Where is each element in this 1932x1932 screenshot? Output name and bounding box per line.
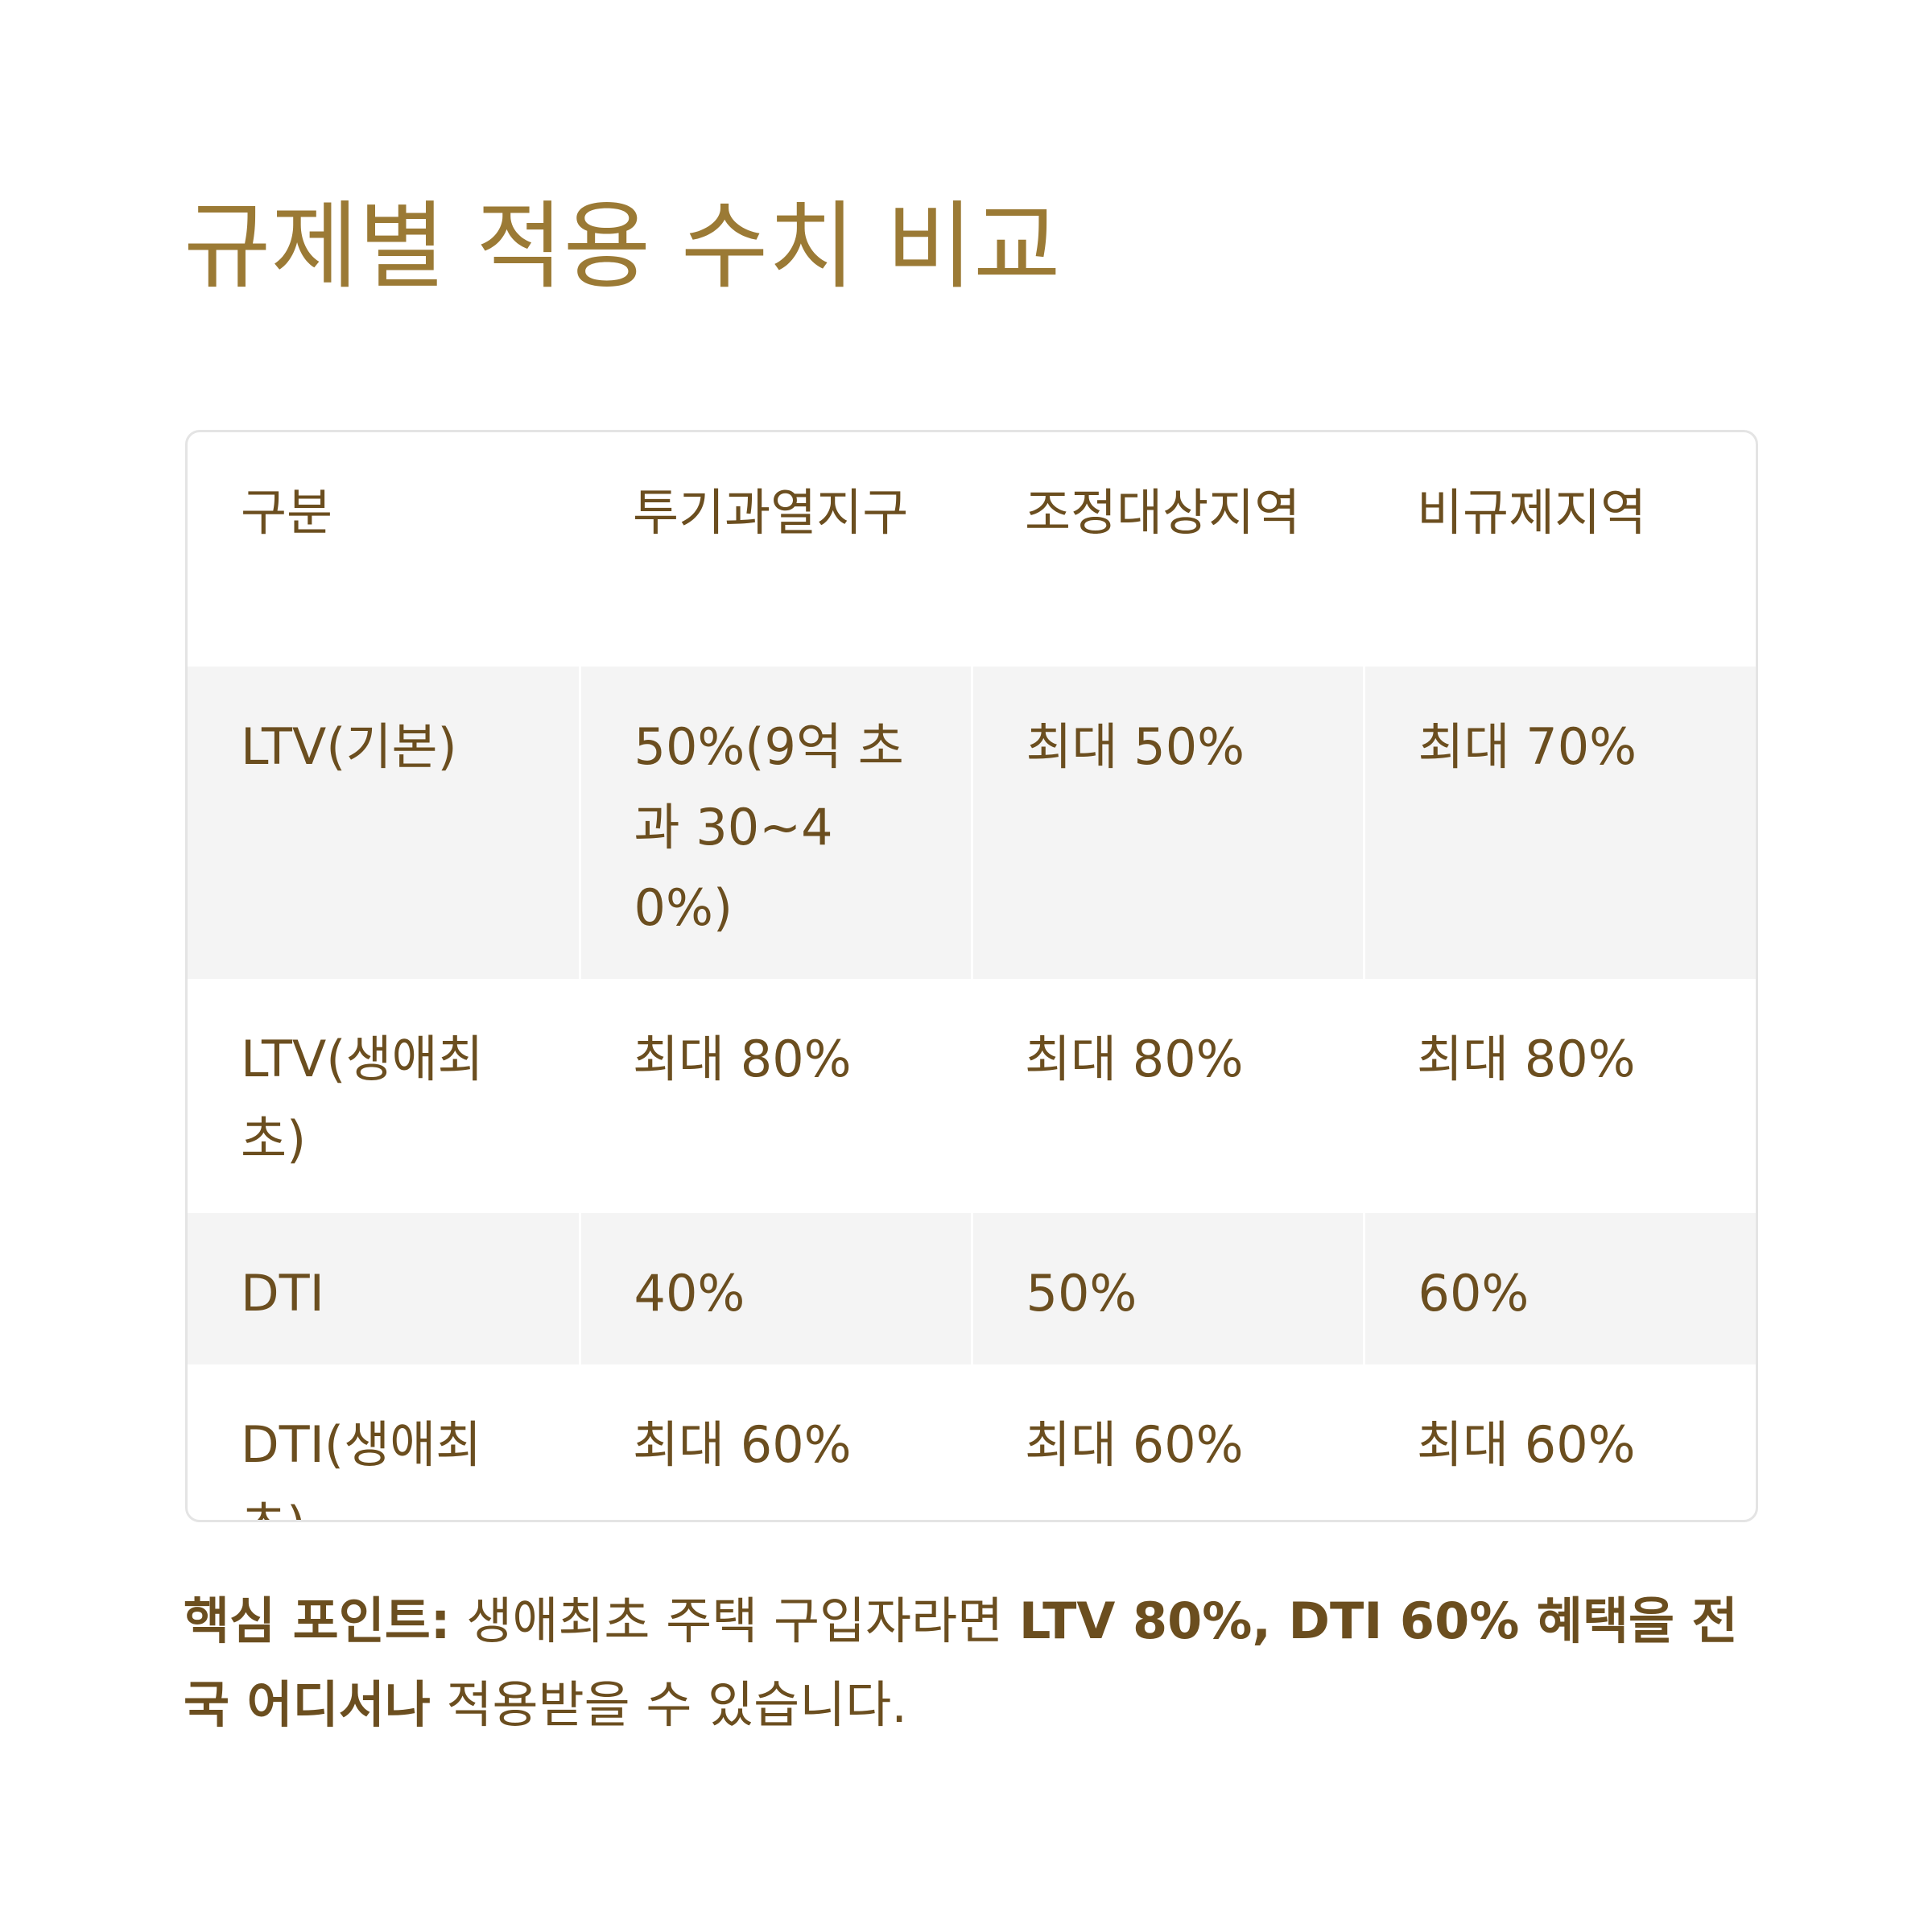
page-title: 규제별 적용 수치 비교 (184, 191, 1061, 302)
comparison-table: 구분 투기과열지구 조정대상지역 비규제지역 LTV(기본) 50%(9억 초과… (188, 432, 1756, 1520)
table-header-row: 구분 투기과열지구 조정대상지역 비규제지역 (188, 432, 1756, 667)
key-point-note: 핵심 포인트: 생애최초 주택 구입자라면 LTV 80%, DTI 60% 혜… (184, 1579, 1761, 1747)
table-cell: 최대 60% (633, 1415, 852, 1474)
comparison-table-container: 구분 투기과열지구 조정대상지역 비규제지역 LTV(기본) 50%(9억 초과… (185, 430, 1758, 1522)
header-non-regulated-area: 비규제지역 (1417, 483, 1647, 542)
note-text-end: 적용받을 수 있습니다. (430, 1675, 908, 1734)
note-highlight: LTV 80%, DTI 60% 혜택을 전국 어디서나 (184, 1591, 1738, 1734)
table-row: LTV(기본) 50%(9억 초과 30~40%) 최대 50% 최대 70% (188, 667, 1756, 979)
header-speculation-overheated-zone: 투기과열지구 (633, 483, 909, 542)
row-label: LTV(기본) (188, 667, 580, 979)
table-row: LTV(생애최초) 최대 80% 최대 80% 최대 80% (188, 979, 1756, 1213)
row-label: DTI (188, 1213, 580, 1364)
row-label: DTI(생애최초) (241, 1415, 482, 1520)
table-cell: 최대 70% (1362, 667, 1756, 979)
table-cell: 최대 80% (1417, 1030, 1636, 1088)
table-cell: 최대 80% (633, 1030, 852, 1088)
row-label: LTV(생애최초) (241, 1030, 484, 1169)
note-text: 생애최초 주택 구입자라면 (450, 1591, 1019, 1650)
header-category: 구분 (241, 483, 333, 542)
table-row: DTI(생애최초) 최대 60% 최대 60% 최대 60% (188, 1364, 1756, 1520)
table-cell: 최대 50% (970, 667, 1364, 979)
table-cell: 최대 60% (1025, 1415, 1244, 1474)
table-cell: 최대 80% (1025, 1030, 1244, 1088)
header-adjustment-target-area: 조정대상지역 (1025, 483, 1301, 542)
key-point-label: 핵심 포인트: (184, 1591, 451, 1650)
table-cell: 최대 60% (1417, 1415, 1636, 1474)
table-row: DTI 40% 50% 60% (188, 1213, 1756, 1364)
table-cell: 50% (970, 1213, 1364, 1364)
table-cell: 60% (1362, 1213, 1756, 1364)
table-cell: 50%(9억 초과 30~40%) (578, 667, 972, 979)
table-cell: 40% (578, 1213, 972, 1364)
